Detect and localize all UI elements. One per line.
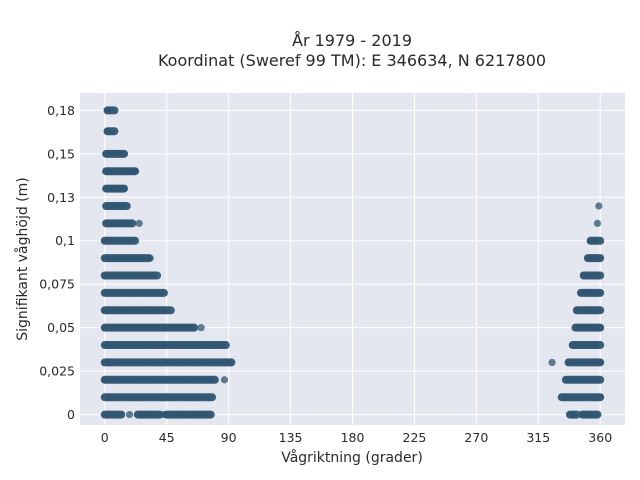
y-tick-label: 0,15 <box>47 146 75 161</box>
data-point <box>160 410 168 419</box>
y-tick-label: 0,075 <box>39 277 75 292</box>
chart-title-line-1: År 1979 - 2019 <box>292 31 412 50</box>
y-axis-ticks: 0 0,025 0,05 0,075 0,1 0,13 0,15 0,18 <box>39 103 75 422</box>
point-band-16 <box>100 393 605 402</box>
data-point <box>595 202 603 210</box>
data-point <box>593 376 601 384</box>
data-point <box>135 219 143 227</box>
gridlines <box>80 93 625 425</box>
data-point <box>155 411 163 419</box>
point-band-17 <box>100 410 602 419</box>
data-point <box>548 358 556 367</box>
y-tick-label: 0,025 <box>39 364 75 379</box>
point-band-14 <box>100 358 605 367</box>
data-point <box>127 219 135 227</box>
data-point <box>107 106 115 114</box>
x-tick-label: 315 <box>526 430 550 445</box>
point-band-7 <box>100 236 605 245</box>
x-axis-title: Vågriktning (grader) <box>281 449 423 466</box>
data-point <box>594 272 602 280</box>
point-band-1 <box>103 127 119 136</box>
data-point <box>157 289 165 297</box>
point-band-8 <box>100 254 605 263</box>
x-tick-label: 45 <box>159 430 175 445</box>
data-point <box>227 358 235 366</box>
x-tick-label: 180 <box>341 430 365 445</box>
data-points <box>100 106 605 419</box>
point-band-0 <box>103 106 119 115</box>
data-point <box>592 411 600 419</box>
data-point <box>164 306 172 314</box>
data-point <box>594 254 602 262</box>
data-point <box>596 393 604 401</box>
data-point <box>209 376 217 384</box>
point-band-11 <box>100 306 605 315</box>
point-band-15 <box>100 375 605 384</box>
data-point <box>150 272 158 280</box>
point-band-12 <box>100 323 605 332</box>
data-point <box>146 254 154 262</box>
y-tick-label: 0,1 <box>55 233 75 248</box>
x-tick-label: 90 <box>221 430 237 445</box>
data-point <box>569 411 577 419</box>
point-band-10 <box>100 288 605 297</box>
data-point <box>129 237 137 245</box>
data-point <box>205 411 213 419</box>
data-point <box>593 219 602 227</box>
x-tick-label: 225 <box>403 430 427 445</box>
data-point <box>120 202 128 210</box>
point-band-3 <box>102 167 140 176</box>
chart-title-line-2: Koordinat (Sweref 99 TM): E 346634, N 62… <box>158 51 546 70</box>
data-point <box>594 237 602 245</box>
point-band-9 <box>100 271 605 280</box>
data-point <box>197 324 205 332</box>
data-point <box>594 306 602 314</box>
y-tick-label: 0,18 <box>47 103 75 118</box>
y-axis-title: Signifikant våghöjd (m) <box>14 177 31 340</box>
data-point <box>220 341 228 349</box>
point-band-6 <box>102 219 602 228</box>
point-band-13 <box>100 341 605 350</box>
data-point <box>220 376 229 384</box>
data-point <box>115 411 123 419</box>
data-point <box>120 150 128 158</box>
data-point <box>131 167 139 175</box>
data-point <box>596 324 604 332</box>
y-tick-label: 0 <box>67 407 75 422</box>
data-point <box>107 127 115 135</box>
x-tick-label: 360 <box>588 430 612 445</box>
data-point <box>188 324 196 332</box>
point-band-4 <box>102 184 129 193</box>
x-tick-label: 135 <box>279 430 303 445</box>
data-point <box>596 358 604 366</box>
point-band-2 <box>102 149 129 158</box>
x-tick-label: 0 <box>101 430 109 445</box>
data-point <box>120 185 128 193</box>
chart-title: År 1979 - 2019 Koordinat (Sweref 99 TM):… <box>158 31 546 70</box>
x-tick-label: 270 <box>464 430 488 445</box>
y-tick-label: 0,13 <box>47 190 75 205</box>
y-tick-label: 0,05 <box>47 320 75 335</box>
data-point <box>206 393 214 401</box>
data-point <box>593 341 601 349</box>
data-point <box>594 289 602 297</box>
data-point <box>125 410 134 419</box>
x-axis-ticks: 0 45 90 135 180 225 270 315 360 <box>101 430 612 445</box>
data-point <box>125 167 134 175</box>
point-band-5 <box>102 201 603 210</box>
